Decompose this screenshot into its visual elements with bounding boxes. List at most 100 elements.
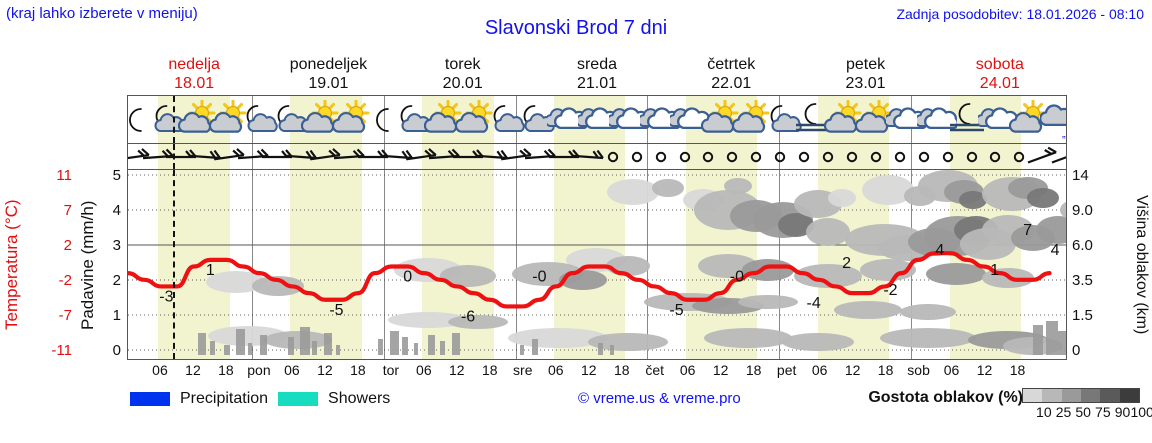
wind-calm-icon [832, 144, 872, 169]
daylight-band [685, 144, 758, 169]
temperature-point-label: 4 [935, 242, 944, 259]
precipitation-tick: 3 [112, 237, 121, 254]
cloud-density-step [1080, 389, 1101, 402]
temperature-point-label: -6 [461, 308, 475, 325]
sky-icon-band: „ [128, 96, 1066, 144]
cloud-rain-icon: „ [1039, 100, 1066, 140]
wind-calm-icon [641, 144, 681, 169]
svg-text:„: „ [1062, 128, 1066, 140]
time-tick: 18 [745, 362, 762, 378]
day-name: petek [845, 56, 886, 73]
cloud-icon [885, 100, 926, 140]
time-tick: 12 [976, 362, 993, 378]
time-tick: sob [907, 362, 930, 378]
cloud-density-colorbar [1022, 388, 1140, 403]
temperature-tick: -11 [51, 342, 72, 359]
time-tick: 18 [613, 362, 630, 378]
time-tick: 12 [185, 362, 201, 378]
wind-calm-icon [617, 144, 657, 169]
temperature-cloud-graph: -3 1 -5 0 -6 -0 -5 -0 -4 2 -2 4 1 7 4 [128, 170, 1066, 359]
time-tick: 06 [284, 362, 300, 378]
precipitation-tick: 1 [112, 307, 121, 324]
time-tick: pon [247, 362, 271, 378]
temperature-tick: 7 [63, 202, 72, 219]
day-name: torek [444, 56, 481, 73]
wind-barb-icon [497, 144, 537, 169]
wind-calm-icon [880, 144, 920, 169]
location-menu-note: (kraj lahko izberete v meniju) [6, 5, 198, 22]
cloud-density-tick: 25 [1055, 404, 1072, 420]
showers-swatch [278, 392, 319, 406]
cloud-density-tick: 10 [1036, 404, 1052, 420]
cloud-icon [608, 100, 649, 140]
cloud-icon [639, 100, 680, 140]
cloud-density-title: Gostota oblakov (%) [868, 389, 1023, 406]
time-tick: 12 [580, 362, 597, 378]
day-header-torek: torek 20.01 [396, 55, 530, 95]
temperature-point-label: 1 [990, 262, 999, 279]
sun-cloud-icon [208, 100, 249, 140]
temperature-axis-title: Temperatura (°C) [2, 199, 21, 331]
precipitation-legend: Precipitation Showers [130, 388, 390, 410]
precipitation-tick: 5 [112, 167, 121, 184]
day-separator [911, 144, 913, 169]
page-title: Slavonski Brod 7 dni [484, 17, 668, 39]
cloud-density-ticks: 10 25 50 75 90 100 [1016, 404, 1152, 422]
time-tick: 18 [1009, 362, 1026, 378]
day-header-nedelja: nedelja 18.01 [127, 55, 261, 95]
wind-calm-icon [999, 144, 1039, 169]
daylight-band [817, 144, 890, 169]
time-tick: 06 [416, 362, 432, 378]
cloud-density-tick: 75 [1095, 404, 1111, 420]
day-header-sreda: sreda 21.01 [530, 55, 664, 95]
wind-barb-icon [282, 144, 322, 169]
temperature-point-label: -4 [807, 295, 821, 312]
precipitation-axis-title: Padavine (mm/h) [78, 200, 97, 330]
time-tick: tor [382, 362, 400, 378]
wind-calm-icon [712, 144, 752, 169]
time-tick: pet [776, 362, 797, 378]
sun-cloud-icon [1008, 100, 1049, 140]
temperature-tick: 11 [56, 167, 72, 184]
time-axis: 06 12 18 pon 06 12 18 tor 06 12 18 sre 06 12 18 čet 06 12… [127, 362, 1067, 382]
day-header-četrtek: četrtek 22.01 [664, 55, 798, 95]
temperature-point-label: -3 [159, 288, 173, 305]
cloud-icon [670, 100, 711, 140]
day-date: 18.01 [174, 75, 215, 92]
wind-calm-icon [808, 144, 848, 169]
moon-cloud-icon [486, 100, 526, 140]
copyright-link[interactable]: © vreme.us & vreme.pro [578, 390, 741, 407]
day-name: sobota [975, 56, 1024, 73]
moon-icon [363, 100, 403, 140]
time-tick: 12 [844, 362, 861, 378]
day-name: nedelja [168, 56, 220, 73]
temperature-tick: 2 [63, 237, 72, 254]
wind-barb-icon [378, 144, 418, 169]
day-name: sreda [576, 56, 617, 73]
wind-barb-icon [128, 144, 155, 169]
time-tick: 18 [482, 362, 498, 378]
temperature-point-label: -5 [669, 302, 683, 319]
showers-legend-label: Showers [328, 390, 391, 407]
sun-cloud-icon [454, 100, 495, 140]
day-separator [647, 144, 649, 169]
cloud-icon [978, 100, 1019, 140]
current-time-marker [173, 144, 176, 169]
day-date: 20.01 [442, 75, 483, 92]
forecast-plot[interactable]: „ -3 1 -5 0 -6 -0 -5 -0 -4 2 -2 4 1 7 4 [127, 95, 1067, 360]
wind-barb-icon [306, 144, 346, 169]
wind-calm-icon [928, 144, 968, 169]
sun-cloud-icon [331, 100, 372, 140]
cloud-icon [916, 100, 957, 140]
time-tick: 06 [679, 362, 696, 378]
wind-calm-icon [760, 144, 800, 169]
time-tick: 12 [449, 362, 465, 378]
day-separator [515, 170, 517, 359]
cloudheight-tick: 3.5 [1072, 272, 1093, 289]
wind-calm-icon [784, 144, 824, 169]
day-date: 23.01 [845, 75, 886, 92]
wind-barb-icon [473, 144, 513, 169]
wind-barb-icon [569, 144, 609, 169]
wind-calm-icon [952, 144, 992, 169]
temperature-point-label: 4 [1051, 242, 1060, 259]
